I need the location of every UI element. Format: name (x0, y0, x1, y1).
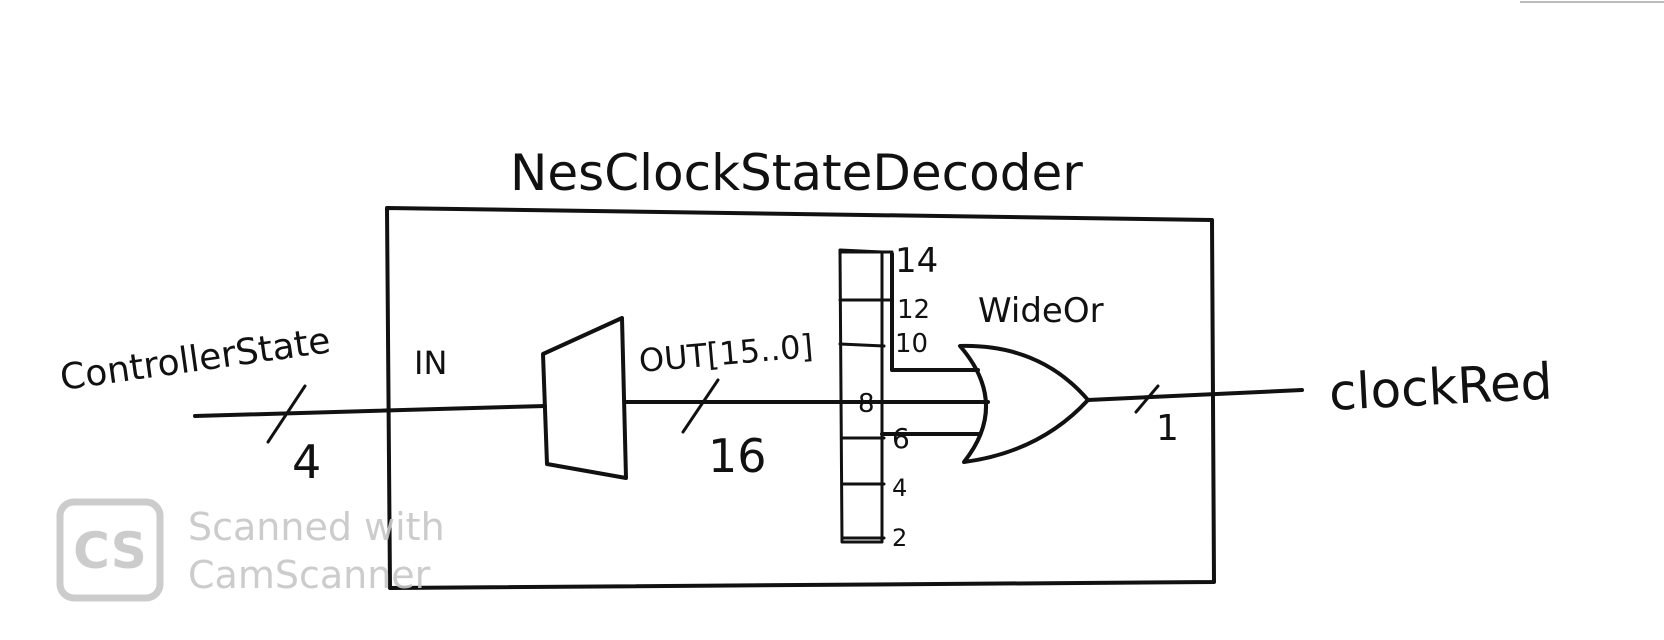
in-port-label: IN (414, 344, 447, 382)
or-input-10 (890, 252, 980, 372)
output-width-slash (1134, 384, 1160, 414)
watermark-line2: CamScanner (188, 553, 431, 597)
out-port-label: OUT[15..0] (637, 327, 814, 380)
camscanner-logo-text: CS (73, 522, 147, 580)
tap-label-2: 2 (892, 524, 907, 552)
watermark-line1: Scanned with (188, 505, 445, 549)
tap-label-6: 6 (892, 422, 910, 455)
output-signal-label: clockRed (1328, 352, 1554, 422)
input-width-label: 4 (292, 435, 321, 489)
camscanner-logo-icon (56, 498, 164, 602)
bus-width-label: 16 (708, 429, 767, 483)
output-wire (1086, 388, 1304, 402)
camscanner-watermark: CS Scanned with CamScanner (56, 498, 445, 602)
splitter-rung-10 (838, 342, 886, 348)
tap-label-14: 14 (895, 241, 938, 281)
output-width-label: 1 (1156, 408, 1179, 449)
input-width-slash (266, 384, 307, 444)
tap-label-4: 4 (892, 474, 907, 502)
bus-width-slash (681, 378, 720, 434)
diagram-title: NesClockStateDecoder (510, 144, 1083, 202)
module-box (385, 206, 1216, 590)
tap-label-10: 10 (895, 329, 928, 359)
wide-or-gate (958, 343, 1090, 464)
gate-label: WideOr (978, 291, 1104, 331)
input-wire (193, 404, 547, 418)
tap-label-12: 12 (897, 295, 930, 325)
tap-label-8: 8 (858, 389, 875, 419)
decoder-block (541, 316, 628, 480)
input-signal-label: ControllerState (58, 320, 333, 399)
